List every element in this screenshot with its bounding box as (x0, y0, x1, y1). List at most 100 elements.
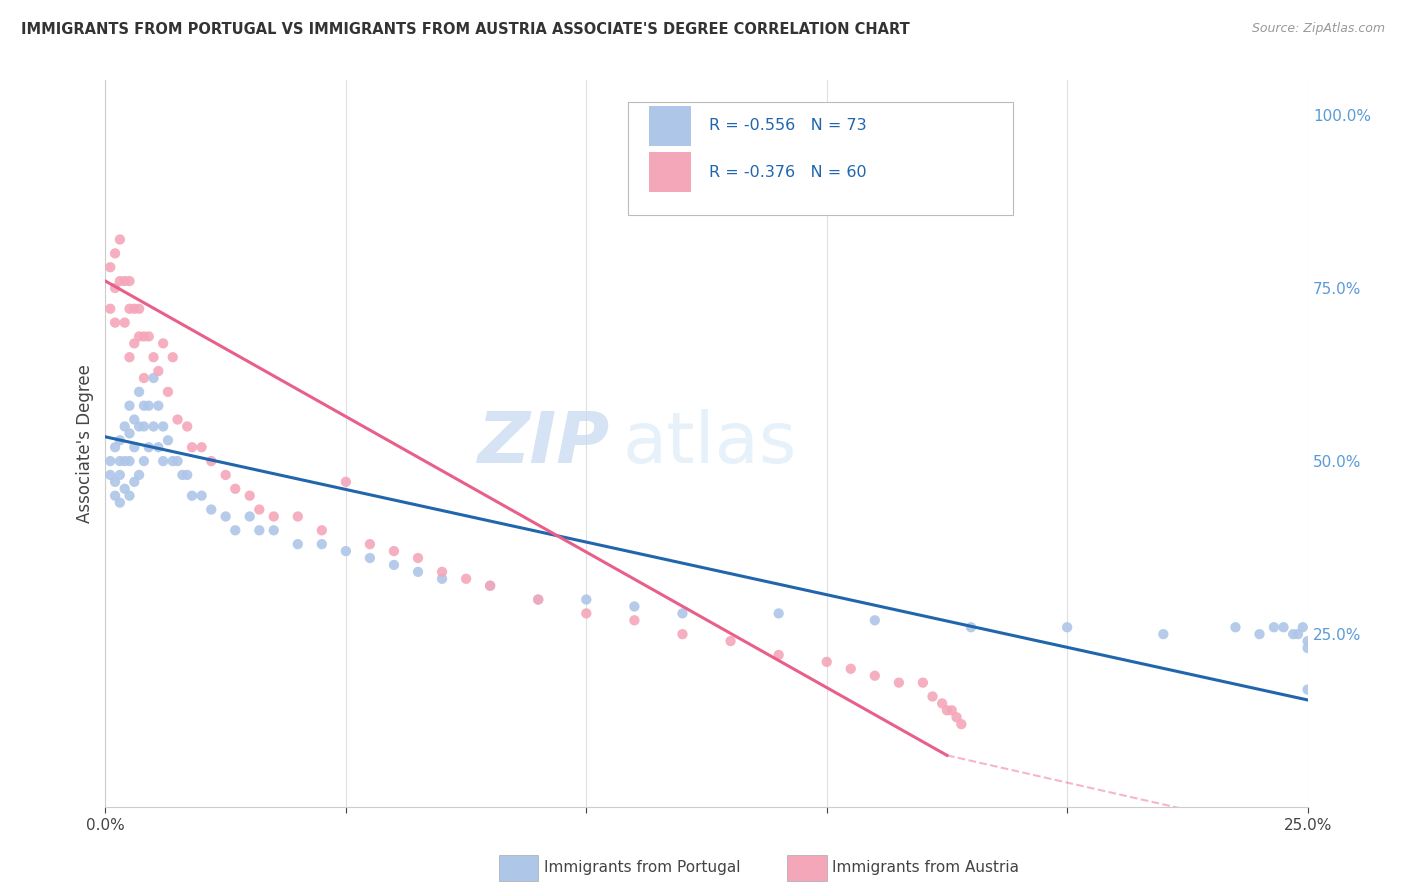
Point (98, 260, 121, 275)
Point (108, 467, 131, 482)
FancyBboxPatch shape (628, 102, 1014, 215)
Point (190, 440, 212, 454)
Point (335, 475, 357, 489)
Point (768, 607, 790, 621)
Point (1152, 627, 1174, 641)
Text: Immigrants from Portugal: Immigrants from Portugal (544, 861, 741, 875)
Point (575, 607, 598, 621)
Point (181, 440, 204, 454)
Point (118, 274, 141, 288)
Point (128, 384, 150, 399)
Point (118, 454, 141, 468)
Point (156, 384, 179, 399)
Point (124, 475, 146, 489)
Point (104, 475, 127, 489)
Point (1292, 620, 1315, 634)
Point (176, 419, 198, 434)
Point (263, 509, 285, 524)
Point (815, 655, 838, 669)
Y-axis label: Associate's Degree: Associate's Degree (76, 364, 94, 524)
Point (152, 419, 174, 434)
Point (239, 489, 262, 503)
Point (104, 246, 127, 260)
Point (1296, 640, 1319, 655)
Point (132, 454, 155, 468)
Point (156, 434, 179, 448)
Point (1286, 627, 1309, 641)
Point (382, 544, 405, 558)
Point (671, 627, 693, 641)
Point (176, 467, 198, 482)
Point (623, 613, 645, 627)
Point (671, 607, 693, 621)
Point (921, 690, 943, 704)
Point (162, 454, 184, 468)
Point (1225, 620, 1247, 634)
Point (1263, 620, 1285, 634)
Point (430, 565, 453, 579)
Point (311, 524, 333, 538)
Point (527, 592, 550, 607)
Point (132, 371, 155, 385)
Point (104, 489, 127, 503)
Point (132, 329, 155, 343)
FancyBboxPatch shape (648, 153, 690, 192)
Point (406, 551, 429, 566)
Point (931, 697, 953, 711)
Point (247, 502, 270, 516)
Point (936, 703, 959, 717)
Point (1272, 620, 1295, 634)
Point (950, 717, 973, 731)
Text: Source: ZipAtlas.com: Source: ZipAtlas.com (1251, 22, 1385, 36)
Point (114, 274, 136, 288)
Point (132, 399, 155, 413)
Text: atlas: atlas (623, 409, 797, 478)
Point (263, 524, 285, 538)
Point (104, 440, 127, 454)
Point (172, 467, 194, 482)
Point (138, 329, 160, 343)
Point (247, 524, 270, 538)
Point (108, 454, 131, 468)
Point (138, 399, 160, 413)
Point (138, 440, 160, 454)
Point (118, 301, 141, 316)
Point (311, 537, 333, 551)
Point (887, 675, 910, 690)
Point (1296, 634, 1319, 648)
Point (214, 467, 236, 482)
Point (118, 489, 141, 503)
Text: ZIP: ZIP (478, 409, 610, 478)
Point (960, 620, 983, 634)
Point (479, 579, 502, 593)
Point (124, 301, 146, 316)
Point (98, 301, 121, 316)
Point (124, 412, 146, 426)
Point (132, 419, 155, 434)
Point (166, 412, 188, 426)
Point (224, 524, 246, 538)
Point (104, 281, 127, 295)
Point (863, 669, 886, 683)
Point (108, 274, 131, 288)
Point (1056, 620, 1078, 634)
Point (1296, 682, 1319, 697)
Point (98, 454, 121, 468)
Point (118, 399, 141, 413)
Point (142, 419, 165, 434)
Point (335, 544, 357, 558)
Point (166, 454, 188, 468)
Point (104, 316, 127, 330)
Point (863, 613, 886, 627)
Point (108, 434, 131, 448)
Point (118, 350, 141, 364)
Point (124, 336, 146, 351)
Point (430, 572, 453, 586)
Point (142, 350, 165, 364)
Point (162, 350, 184, 364)
Point (128, 419, 150, 434)
Point (214, 509, 236, 524)
Point (152, 454, 174, 468)
Point (287, 537, 309, 551)
Point (1249, 627, 1271, 641)
